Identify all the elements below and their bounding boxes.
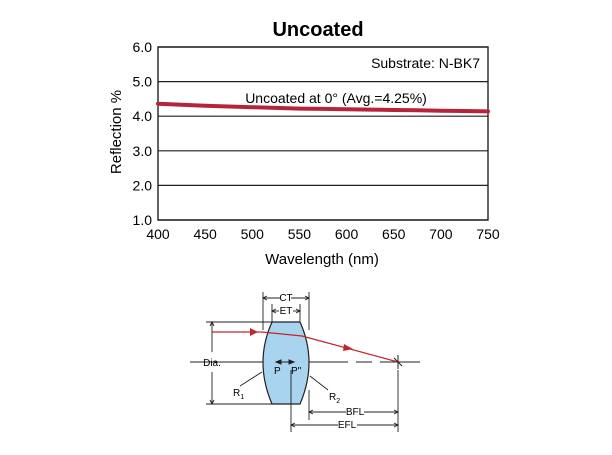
y-tick-label: 1.0 [133,212,153,228]
r2-leader [309,375,329,391]
x-tick-label: 650 [382,226,406,242]
plot-frame [157,46,489,221]
x-tick-label: 400 [146,226,170,242]
x-tick-label: 700 [429,226,453,242]
y-tick-label: 4.0 [133,108,153,124]
y-tick-label: 6.0 [133,39,153,55]
y-tick-label: 5.0 [133,74,153,90]
x-tick-label: 450 [193,226,217,242]
bfl-efl-dimensions [289,370,400,432]
chart-title: Uncoated [272,19,363,41]
principal-point-p: P [274,366,281,377]
et-dimension [270,304,302,322]
r1-label: R1 [233,388,244,401]
focal-point [393,355,403,369]
bfl-label: BFL [346,407,365,418]
efl-label: EFL [338,420,357,431]
diameter-dimension [206,320,272,406]
x-axis-label: Wavelength (nm) [265,251,379,268]
series-label: Uncoated at 0° (Avg.=4.25%) [245,90,427,106]
r1-leader [239,371,263,387]
et-label: ET [280,306,293,317]
substrate-label: Substrate: N-BK7 [371,55,480,71]
x-tick-label: 750 [476,226,500,242]
principal-points [274,359,296,365]
ray-arrow-icon [250,328,258,336]
r2-label: R2 [329,392,340,405]
lens-body [262,321,310,405]
ct-dimension [261,292,311,330]
ct-label: CT [279,293,292,304]
x-tick-label: 500 [241,226,265,242]
reflection-chart: Uncoated 1.0 2.0 3.0 4.0 5.0 6.0 400 450 500 550… [108,19,500,268]
diameter-label: Dia. [203,358,221,369]
principal-point-p2: P" [291,366,302,377]
x-tick-label: 600 [335,226,359,242]
y-tick-label: 2.0 [133,177,153,193]
series-line-uncoated [156,101,490,114]
ray-arrow-icon [343,344,353,351]
x-tick-label: 550 [288,226,312,242]
y-tick-label: 3.0 [133,143,153,159]
y-axis-label: Reflection % [108,90,125,174]
x-axis-ticks: 400 450 500 550 600 650 700 750 [146,226,500,242]
y-axis-ticks: 1.0 2.0 3.0 4.0 5.0 6.0 [133,39,153,228]
